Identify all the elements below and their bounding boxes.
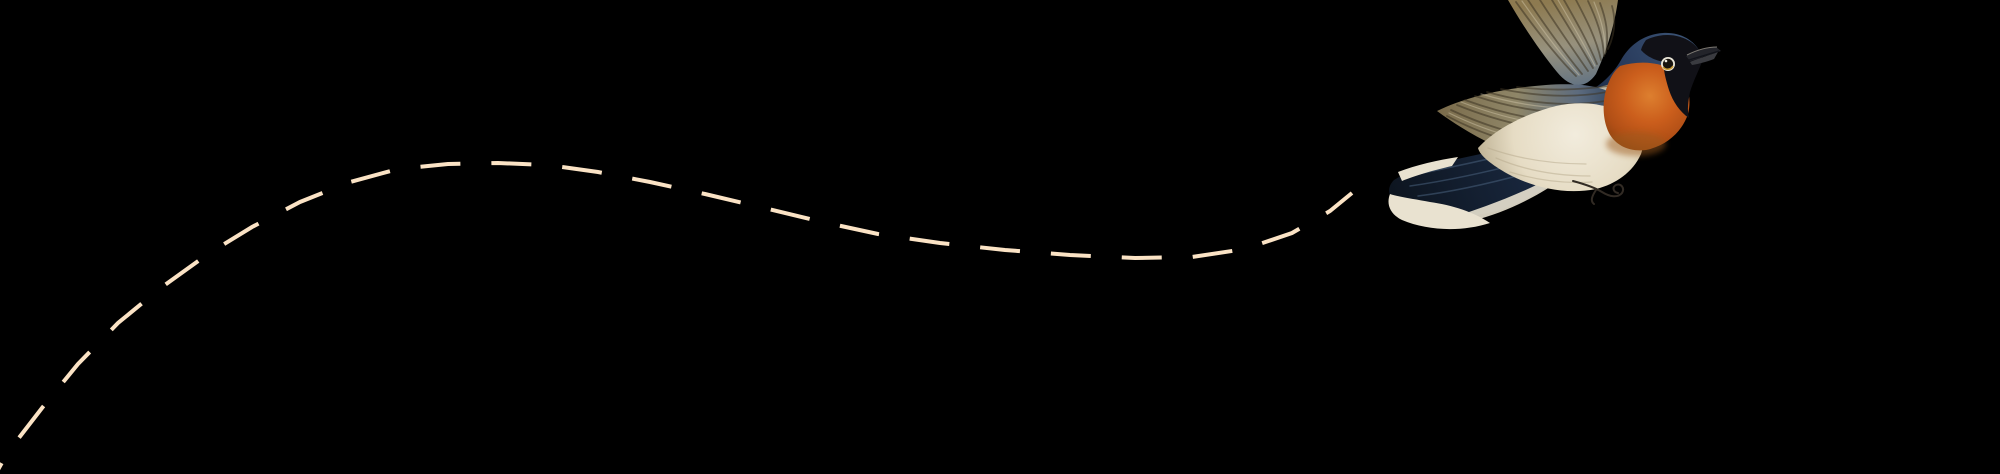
bird-beak bbox=[1686, 46, 1721, 65]
beak-highlight bbox=[1686, 46, 1718, 56]
beak-upper bbox=[1686, 47, 1721, 61]
eye-glint bbox=[1664, 59, 1668, 63]
bird-belly bbox=[1478, 103, 1643, 192]
raised-wing-highlight-lines bbox=[1521, 0, 1606, 76]
beak-gape-line bbox=[1688, 50, 1720, 61]
tail-white-tip bbox=[1388, 194, 1490, 230]
bird-foot-curl bbox=[1572, 180, 1625, 205]
tail-white-edge bbox=[1398, 157, 1458, 181]
tail-undertail-sliver bbox=[1452, 176, 1556, 222]
swallow-bird-illustration bbox=[1388, 0, 1721, 230]
beak-lower bbox=[1690, 52, 1718, 65]
eye-gold-arc bbox=[1662, 65, 1674, 71]
bird-eye bbox=[1661, 57, 1675, 71]
flight-path-dashed-line bbox=[0, 160, 1354, 471]
raised-wing-feather-lines bbox=[1515, 0, 1616, 77]
breast-bottom-fade bbox=[1606, 132, 1666, 156]
belly-feather-shadows bbox=[1487, 147, 1593, 184]
bird-raised-wing bbox=[1508, 0, 1618, 86]
